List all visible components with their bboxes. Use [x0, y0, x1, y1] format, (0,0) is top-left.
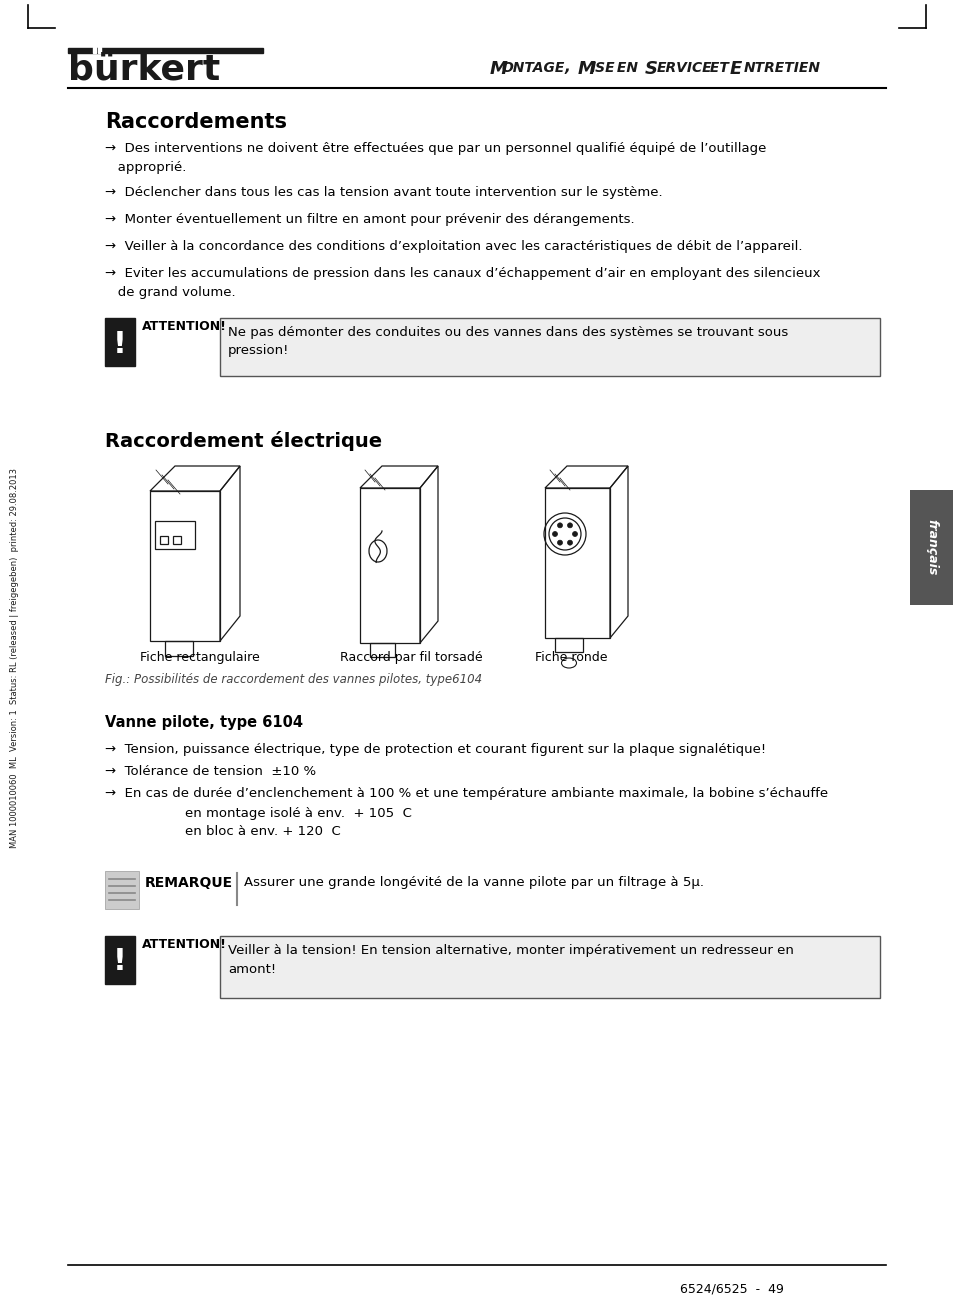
Text: →  Monter éventuellement un filtre en amont pour prévenir des dérangements.: → Monter éventuellement un filtre en amo… — [105, 213, 634, 226]
Text: ERVICE: ERVICE — [657, 60, 712, 75]
Bar — [154, 521, 194, 548]
Text: Ne pas démonter des conduites ou des vannes dans des systèmes se trouvant sous
p: Ne pas démonter des conduites ou des van… — [228, 326, 787, 356]
Text: en bloc à env. + 120  C: en bloc à env. + 120 C — [185, 825, 340, 838]
Text: EN: EN — [612, 60, 642, 75]
Text: M: M — [578, 60, 596, 78]
Text: →  En cas de durée d’enclenchement à 100 % et une température ambiante maximale,: → En cas de durée d’enclenchement à 100 … — [105, 786, 827, 800]
Bar — [220, 936, 879, 998]
Bar — [555, 638, 582, 652]
Bar — [909, 490, 953, 605]
Bar — [92, 47, 96, 53]
Text: →  Des interventions ne doivent être effectuées que par un personnel qualifié éq: → Des interventions ne doivent être effe… — [105, 142, 765, 155]
Ellipse shape — [552, 531, 557, 537]
Text: ATTENTION!: ATTENTION! — [142, 320, 227, 333]
Ellipse shape — [572, 531, 577, 537]
Text: ,: , — [564, 60, 580, 75]
Text: de grand volume.: de grand volume. — [105, 285, 235, 299]
Bar — [105, 318, 135, 366]
Text: Raccord par fil torsadé: Raccord par fil torsadé — [339, 651, 482, 664]
Text: Fig.: Possibilités de raccordement des vannes pilotes, type6104: Fig.: Possibilités de raccordement des v… — [105, 673, 481, 686]
Text: !: ! — [113, 330, 127, 359]
Text: →  Tolérance de tension  ±10 %: → Tolérance de tension ±10 % — [105, 765, 315, 778]
Ellipse shape — [557, 540, 562, 546]
Text: français: français — [924, 519, 938, 576]
Ellipse shape — [557, 523, 562, 527]
Text: bürkert: bürkert — [68, 53, 220, 85]
Text: Raccordements: Raccordements — [105, 112, 287, 132]
Bar — [172, 537, 181, 544]
Ellipse shape — [567, 540, 572, 546]
Text: Fiche rectangulaire: Fiche rectangulaire — [140, 651, 259, 664]
Text: Vanne pilote, type 6104: Vanne pilote, type 6104 — [105, 715, 303, 730]
Bar — [160, 537, 168, 544]
Text: →  Eviter les accumulations de pression dans les canaux d’échappement d’air en e: → Eviter les accumulations de pression d… — [105, 267, 820, 280]
Text: →  Déclencher dans tous les cas la tension avant toute intervention sur le systè: → Déclencher dans tous les cas la tensio… — [105, 185, 662, 199]
Text: REMARQUE: REMARQUE — [145, 876, 233, 890]
Text: approprié.: approprié. — [105, 160, 186, 174]
Bar — [544, 488, 609, 638]
Bar — [98, 47, 101, 53]
Bar — [105, 936, 135, 984]
Bar — [220, 318, 879, 376]
Text: ISE: ISE — [590, 60, 615, 75]
Text: →  Tension, puissance électrique, type de protection et courant figurent sur la : → Tension, puissance électrique, type de… — [105, 743, 765, 756]
Text: Fiche ronde: Fiche ronde — [535, 651, 607, 664]
Bar — [165, 640, 193, 656]
Text: ET: ET — [704, 60, 733, 75]
Text: E: E — [729, 60, 741, 78]
Text: NTRETIEN: NTRETIEN — [743, 60, 821, 75]
Text: Assurer une grande longévité de la vanne pilote par un filtrage à 5μ.: Assurer une grande longévité de la vanne… — [244, 876, 703, 889]
Ellipse shape — [567, 523, 572, 527]
Bar — [105, 871, 139, 909]
Bar — [370, 643, 395, 658]
Bar — [68, 49, 263, 53]
Text: MAN 1000010060  ML  Version: 1  Status: RL (released | freigegeben)  printed: 29: MAN 1000010060 ML Version: 1 Status: RL … — [10, 468, 19, 847]
Text: Veiller à la tension! En tension alternative, monter impérativement un redresseu: Veiller à la tension! En tension alterna… — [228, 944, 793, 976]
Text: !: ! — [113, 948, 127, 977]
Text: Raccordement électrique: Raccordement électrique — [105, 431, 382, 451]
Text: en montage isolé à env.  + 105  C: en montage isolé à env. + 105 C — [185, 807, 412, 821]
Text: S: S — [644, 60, 658, 78]
Bar — [359, 488, 419, 643]
Text: →  Veiller à la concordance des conditions d’exploitation avec les caractéristiq: → Veiller à la concordance des condition… — [105, 241, 801, 252]
Text: M: M — [490, 60, 507, 78]
Text: ATTENTION!: ATTENTION! — [142, 938, 227, 951]
Text: ONTAGE: ONTAGE — [501, 60, 565, 75]
Text: 6524/6525  -  49: 6524/6525 - 49 — [679, 1283, 783, 1297]
